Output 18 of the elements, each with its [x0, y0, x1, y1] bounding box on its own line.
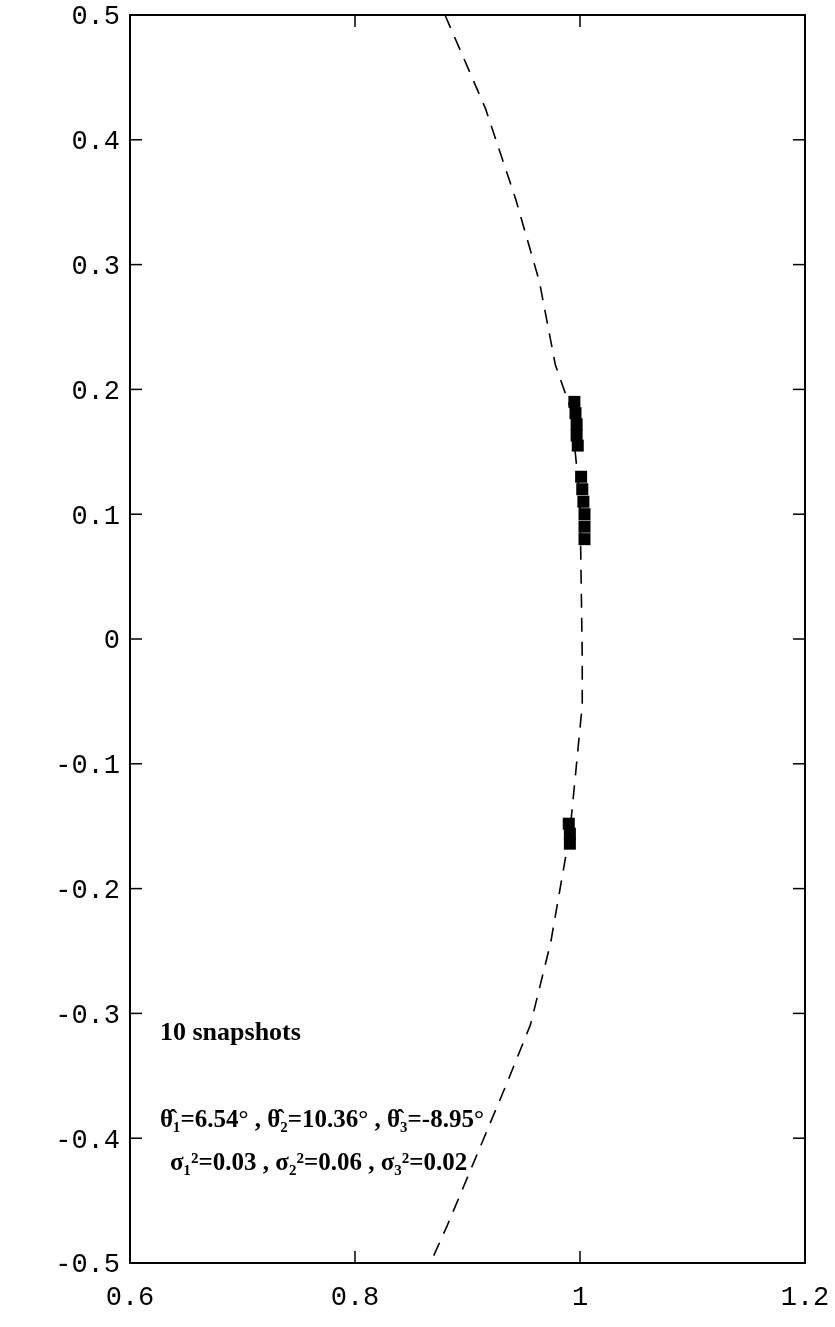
y-tick-label: -0.2: [55, 876, 120, 907]
y-tick-label: -0.5: [55, 1250, 120, 1281]
y-tick-label: -0.3: [55, 1000, 120, 1031]
annotation: 10 snapshots: [160, 1017, 301, 1046]
y-tick-label: -0.4: [55, 1125, 120, 1156]
x-tick-label: 0.6: [105, 1283, 155, 1313]
y-tick-label: 0.5: [71, 2, 120, 33]
y-tick-label: 0.1: [71, 501, 120, 532]
annotation: σ₁²=0.03 , σ₂²=0.06 , σ₃²=0.02: [170, 1148, 468, 1175]
annotation: θ̂₁=6.54° , θ̂₂=10.36° , θ̂₃=-8.95°: [160, 1105, 484, 1132]
y-tick-label: 0.2: [71, 376, 120, 407]
y-tick-label: 0: [103, 626, 120, 657]
y-tick-label: 0.3: [71, 252, 120, 283]
x-tick-label: 0.8: [330, 1283, 380, 1313]
y-tick-label: -0.1: [55, 751, 120, 782]
x-tick-label: 1.2: [780, 1283, 830, 1313]
y-tick-label: 0.4: [71, 127, 120, 158]
x-tick-label: 1: [571, 1283, 589, 1313]
